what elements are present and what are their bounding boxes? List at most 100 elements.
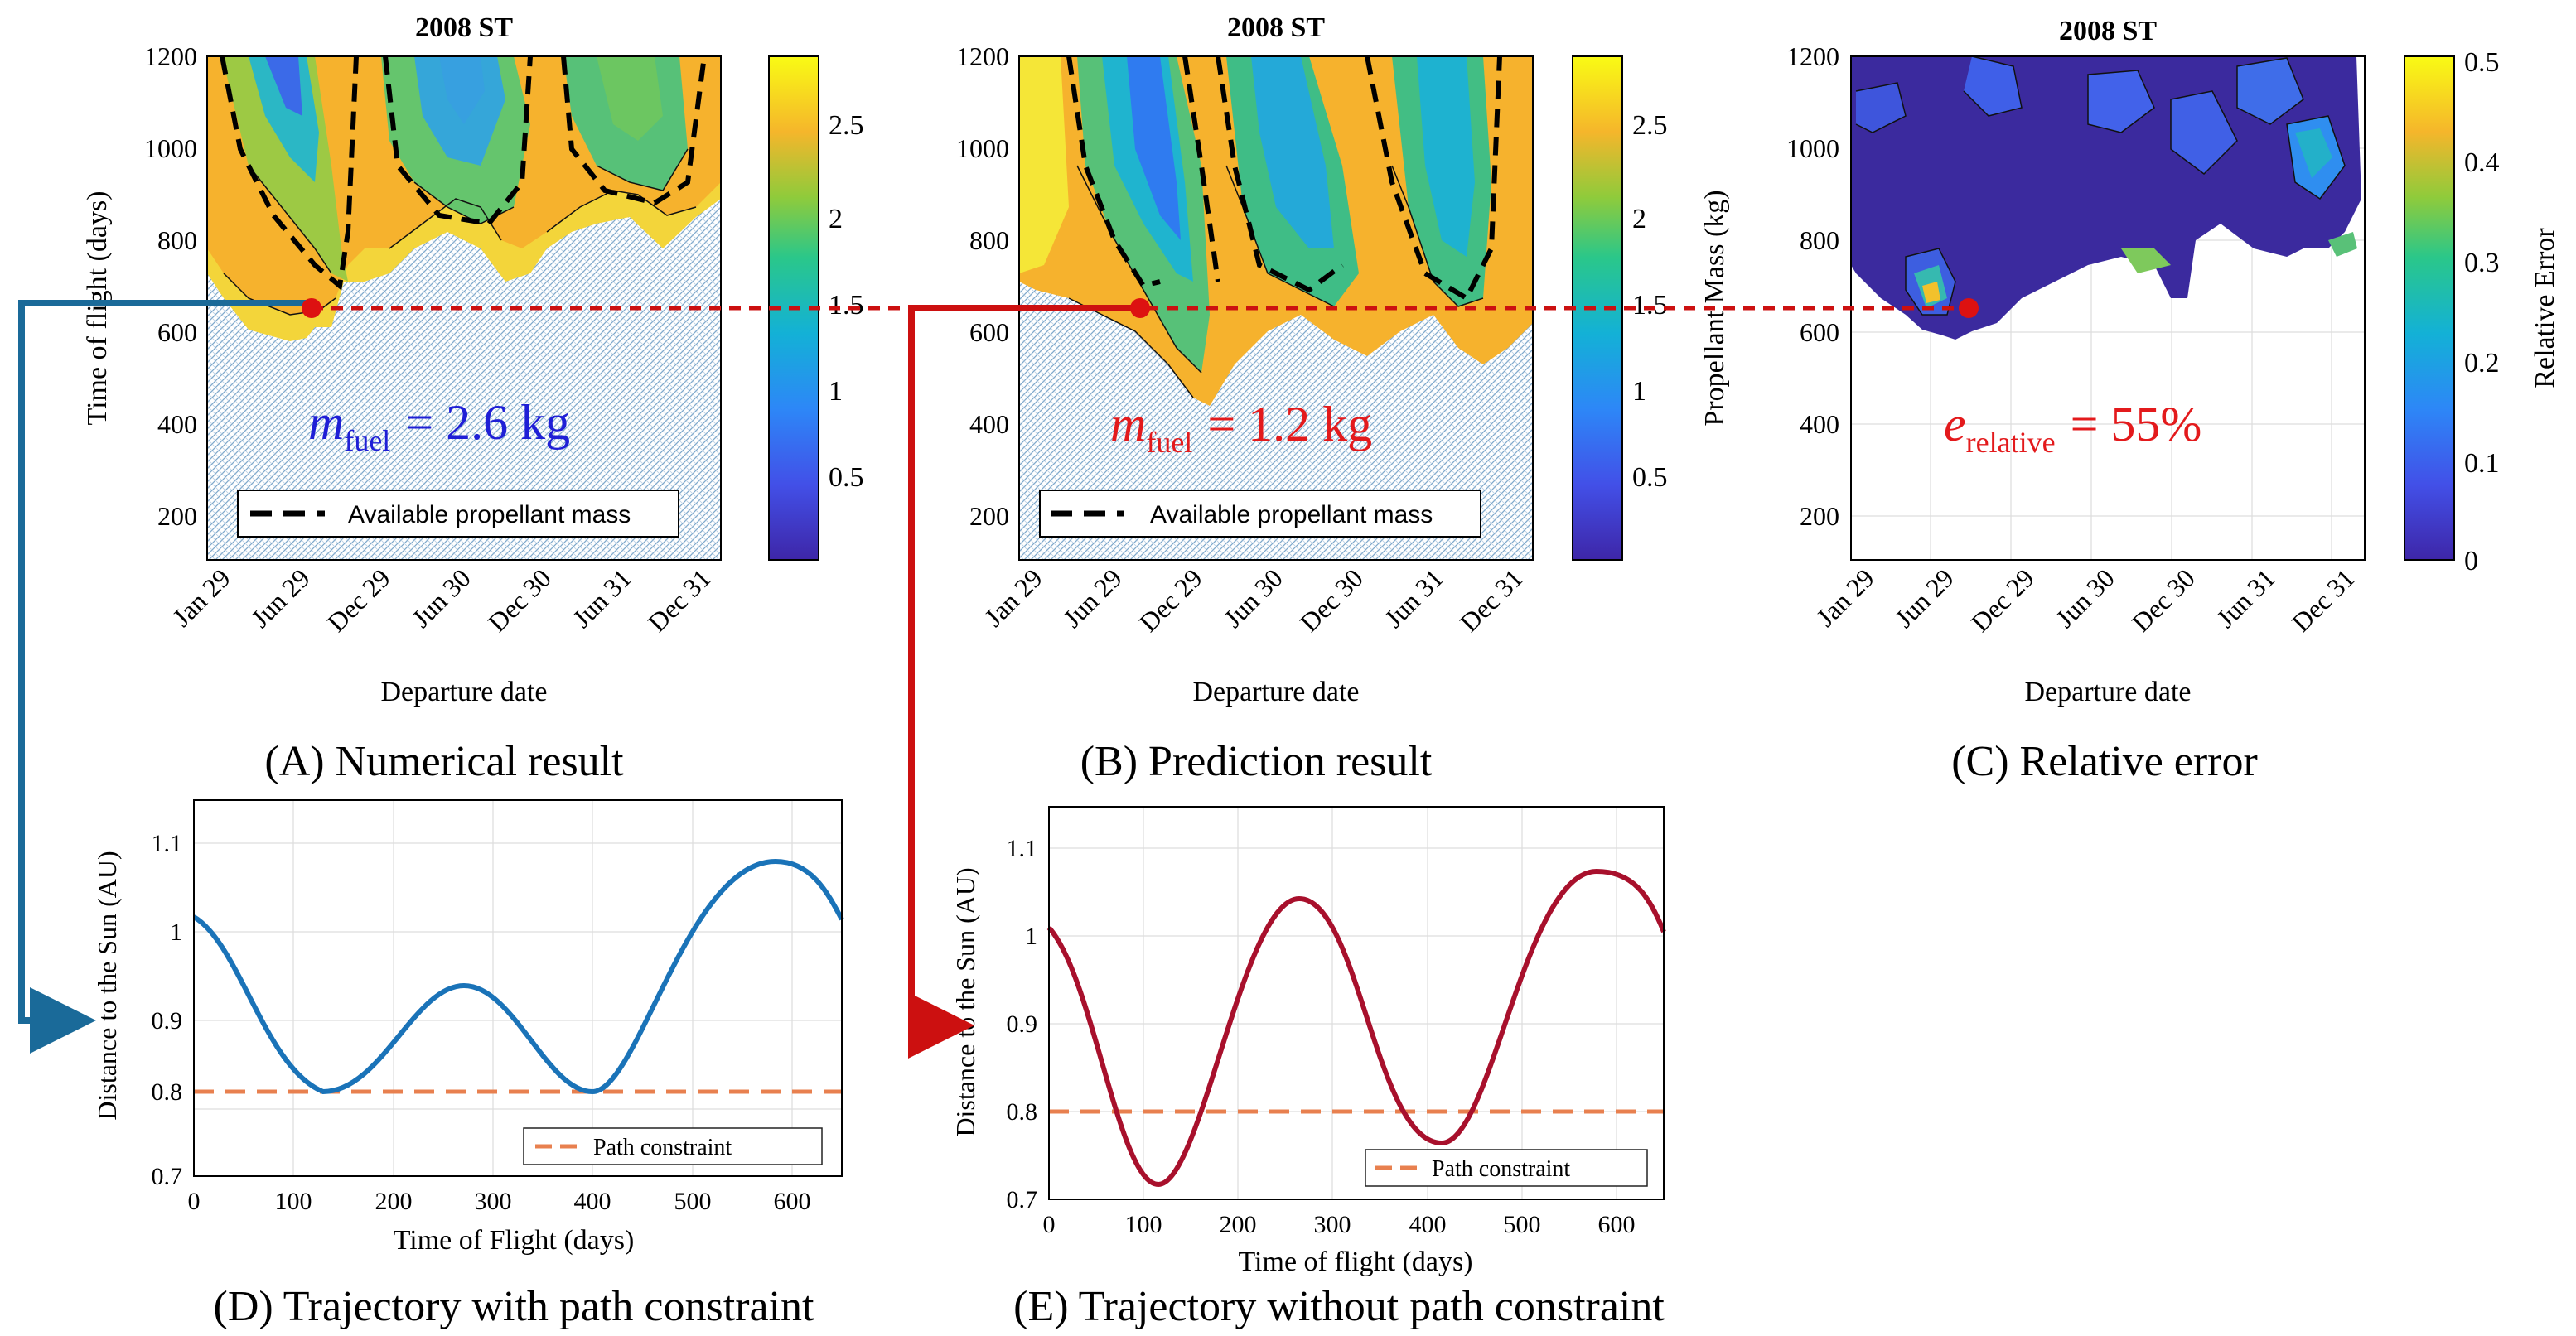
panel-b-ytick: 1200	[956, 41, 1009, 71]
panel-e-xtick: 0	[1043, 1211, 1056, 1238]
panel-a-annotation-sub: fuel	[344, 424, 390, 457]
panel-d-grid	[194, 800, 842, 1176]
panel-a-legend: Available propellant mass	[237, 490, 679, 538]
panel-a-legend-label: Available propellant mass	[348, 501, 631, 528]
panel-a-xtick: Dec 29	[321, 562, 396, 637]
panel-c-xtick: Dec 31	[2286, 562, 2361, 637]
panel-d-xticks: 0 100 200 300 400 500 600	[188, 1188, 811, 1215]
panel-b-yticks: 1200 1000 800 600 400 200	[956, 41, 1009, 531]
panel-e-xtick: 500	[1504, 1211, 1541, 1238]
panel-b-legend: Available propellant mass	[1039, 490, 1481, 538]
panel-e-ytick: 1	[1025, 923, 1037, 950]
panel-c-contour	[1851, 56, 2361, 340]
connector-red-arrow	[908, 305, 1140, 1059]
panel-a-ytick: 1000	[144, 133, 197, 163]
panel-e-ytick: 1.1	[1007, 835, 1038, 862]
panel-a-annotation: mfuel = 2.6 kg	[308, 395, 570, 457]
panel-d-xtick: 300	[475, 1188, 512, 1215]
panel-c-cbar-tick: 0.3	[2464, 248, 2500, 278]
panel-e-xtick: 600	[1598, 1211, 1636, 1238]
panel-b-caption: (B) Prediction result	[1080, 738, 1433, 785]
panel-c-caption: (C) Relative error	[1951, 738, 2258, 785]
panel-e-ytick: 0.8	[1007, 1098, 1038, 1126]
panel-c-ytick: 1000	[1786, 133, 1839, 163]
panel-c-xtick: Jun 29	[1889, 562, 1960, 633]
panel-c-ytick: 400	[1800, 409, 1839, 439]
panel-b-ytick: 400	[969, 409, 1009, 439]
panel-e-xtick: 200	[1220, 1211, 1257, 1238]
panel-c-xtick: Jan 29	[1810, 562, 1880, 632]
panel-e-xlabel: Time of flight (days)	[1238, 1247, 1472, 1277]
marker-c	[1959, 298, 1979, 318]
panel-a-xtick: Dec 30	[482, 562, 557, 637]
panel-e-trajectory	[1046, 868, 1666, 1188]
panel-b-cbar-tick: 1	[1632, 376, 1646, 407]
panel-b-xticks: Jan 29 Jun 29 Dec 29 Jun 30 Dec 30 Jun 3…	[979, 562, 1529, 637]
panel-c-ytick: 1200	[1786, 41, 1839, 71]
panel-a-title: 2008 ST	[415, 12, 513, 43]
panel-b-title: 2008 ST	[1227, 12, 1325, 43]
panel-d-ytick: 0.9	[152, 1007, 183, 1035]
panel-c-annotation-sub: relative	[1966, 426, 2056, 459]
panel-e-ytick: 0.9	[1007, 1010, 1038, 1038]
panel-a-cbar-tick: 1.5	[829, 290, 864, 321]
panel-c-xtick: Jun 31	[2211, 562, 2281, 633]
panel-a-contour	[207, 56, 721, 560]
panel-a-annotation-value: = 2.6 kg	[405, 395, 570, 450]
panel-c: 2008 ST	[1786, 16, 2560, 785]
panel-d-ytick: 1	[170, 919, 182, 946]
panel-b-xtick: Jun 31	[1379, 562, 1449, 633]
panel-d-caption: (D) Trajectory with path constraint	[214, 1283, 815, 1330]
panel-b-legend-label: Available propellant mass	[1150, 501, 1433, 528]
panel-b-cbar-tick: 2.5	[1632, 110, 1668, 141]
marker-b	[1130, 298, 1150, 318]
panel-c-colorbar	[2404, 55, 2455, 561]
panel-b-annotation-symbol: m	[1110, 397, 1146, 451]
panel-e-xticks: 0 100 200 300 400 500 600	[1043, 1211, 1636, 1238]
panel-b-annotation-value: = 1.2 kg	[1207, 397, 1372, 451]
panel-e-legend-label: Path constraint	[1432, 1156, 1570, 1182]
panel-d-xlabel: Time of Flight (days)	[394, 1225, 635, 1256]
panel-c-xtick: Dec 30	[2126, 562, 2201, 637]
panel-d-ytick: 1.1	[152, 830, 183, 857]
panel-d-xtick: 500	[674, 1188, 712, 1215]
panel-c-cbar-tick: 0.5	[2464, 47, 2500, 78]
panel-d-yticks: 1.1 1 0.9 0.8 0.7	[152, 830, 183, 1190]
connectors	[18, 298, 1979, 1059]
panel-a-xtick: Jun 29	[245, 562, 316, 633]
panel-b-cbar-tick: 0.5	[1632, 462, 1668, 493]
panel-a-ytick: 200	[157, 501, 197, 531]
panel-c-yticks: 1200 1000 800 600 400 200	[1786, 41, 1839, 531]
panel-a-cbar-tick: 2.5	[829, 110, 864, 141]
panel-b-xtick: Jun 30	[1218, 562, 1288, 633]
panel-d-xtick: 600	[774, 1188, 811, 1215]
panel-c-cbar-tick: 0	[2464, 546, 2478, 576]
panel-b-ytick: 200	[969, 501, 1009, 531]
panel-a-ytick: 800	[157, 225, 197, 255]
panel-c-ytick: 200	[1800, 501, 1839, 531]
panel-b-xlabel: Departure date	[1192, 677, 1359, 707]
panel-c-ytick: 800	[1800, 225, 1839, 255]
panel-b-xtick: Jun 29	[1057, 562, 1128, 633]
panel-e-legend: Path constraint	[1365, 1149, 1648, 1187]
panel-c-xtick: Jun 30	[2050, 562, 2120, 633]
panel-e: 1.1 1 0.9 0.8 0.7 0 100 200 300 400 500 …	[950, 806, 1666, 1330]
panel-c-annotation-value: = 55%	[2071, 397, 2202, 451]
panel-d-legend: Path constraint	[523, 1127, 823, 1165]
panel-e-ylabel: Distance to the Sun (AU)	[950, 867, 980, 1136]
panel-c-title: 2008 ST	[2059, 16, 2157, 46]
panel-a-ylabel: Time of flight (days)	[82, 191, 113, 425]
panel-c-cbar-label: Relative Error	[2530, 228, 2560, 388]
panel-a-xtick: Jun 30	[406, 562, 476, 633]
panel-b-cbar-tick: 1.5	[1632, 290, 1668, 321]
panel-b-xtick: Dec 31	[1454, 562, 1529, 637]
panel-a-xticks: Jan 29 Jun 29 Dec 29 Jun 30 Dec 30 Jun 3…	[167, 562, 717, 637]
panel-a-ytick: 1200	[144, 41, 197, 71]
panel-d-ytick: 0.7	[152, 1163, 183, 1190]
panel-e-ytick: 0.7	[1007, 1186, 1038, 1213]
panel-d-xtick: 0	[188, 1188, 201, 1215]
panel-a-caption: (A) Numerical result	[264, 738, 624, 785]
panel-b-ytick: 800	[969, 225, 1009, 255]
panel-c-annotation-symbol: e	[1944, 397, 1966, 451]
panel-b-xtick: Dec 30	[1294, 562, 1369, 637]
